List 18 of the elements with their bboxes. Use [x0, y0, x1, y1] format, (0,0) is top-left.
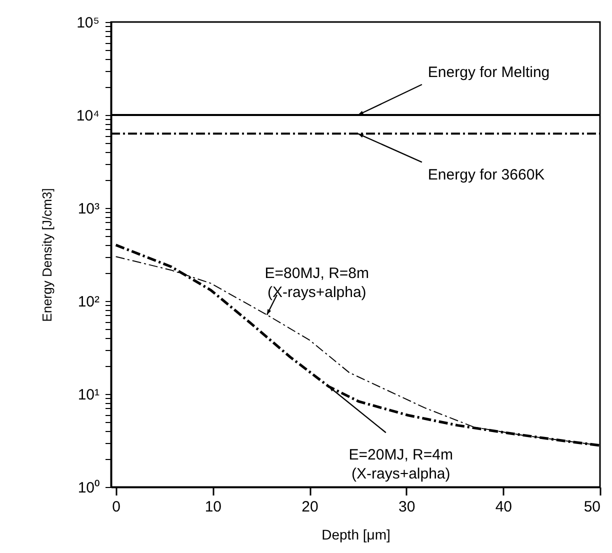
y-axis-title: Energy Density [J/cm3]: [39, 188, 54, 322]
ref-line-label: Energy for 3660K: [428, 166, 545, 184]
y-tick-label: 10⁵: [76, 14, 100, 32]
x-tick-label: 0: [112, 498, 121, 516]
y-tick-label: 10⁰: [78, 480, 100, 496]
series-label: E=20MJ, R=4m (X-rays+alpha): [348, 446, 453, 483]
series-label: E=80MJ, R=8m (X-rays+alpha): [264, 264, 370, 301]
y-tick-label: 10²: [78, 294, 100, 310]
x-tick-label: 20: [302, 498, 318, 516]
x-tick-label: 50: [584, 498, 600, 516]
y-tick-label: 10³: [78, 200, 100, 218]
x-axis-title: Depth [μm]: [322, 526, 390, 542]
x-tick-label: 40: [495, 498, 512, 516]
y-tick-label: 10¹: [78, 386, 100, 404]
x-tick-label: 10: [204, 498, 222, 516]
x-tick-label: 30: [398, 498, 416, 516]
ref-line-label: Energy for Melting: [428, 64, 550, 81]
y-tick-label: 10⁴: [76, 108, 100, 124]
